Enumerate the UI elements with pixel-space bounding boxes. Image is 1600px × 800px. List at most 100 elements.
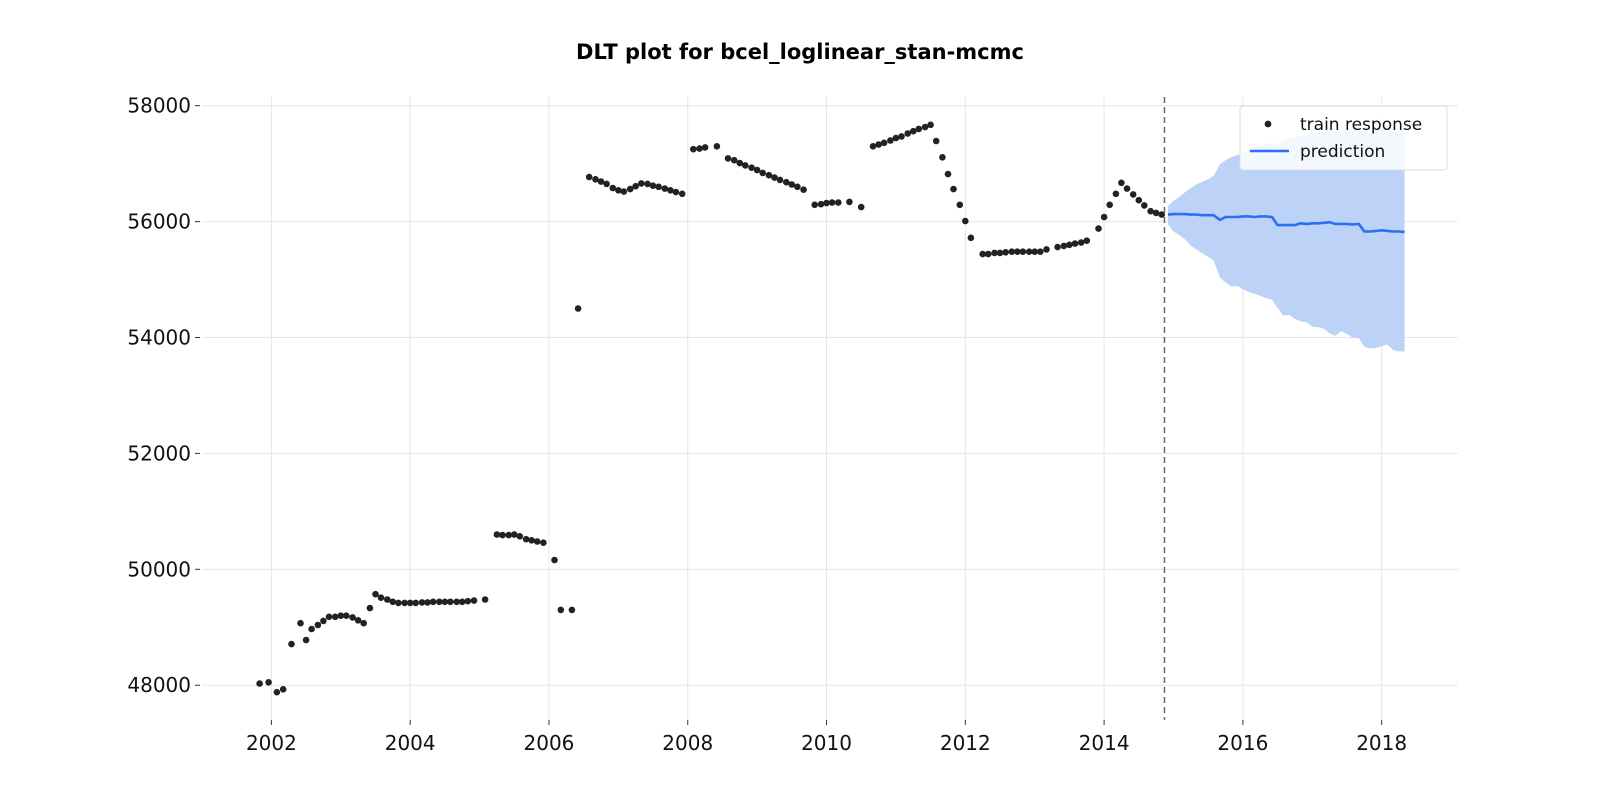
train-point — [499, 531, 506, 539]
train-point — [967, 234, 975, 242]
x-tick-label: 2002 — [246, 731, 297, 755]
train-point — [308, 625, 315, 633]
train-point — [730, 156, 738, 164]
train-point — [470, 597, 478, 604]
train-point — [436, 598, 443, 606]
train-point — [927, 121, 934, 129]
train-point — [314, 621, 322, 629]
train-point — [910, 127, 917, 135]
train-point — [996, 249, 1004, 257]
train-point — [690, 145, 697, 153]
train-point — [678, 190, 686, 198]
train-point — [748, 164, 755, 171]
train-point — [551, 556, 558, 564]
prediction-line — [1167, 212, 1405, 234]
prediction-band-layer — [1167, 129, 1405, 352]
axis-layer: 2002 2004 2006 2008 2010 2012 2014 2016 2018 4800… — [127, 94, 1407, 755]
train-point — [638, 180, 645, 187]
train-point — [557, 606, 565, 614]
legend-box — [1239, 105, 1448, 171]
train-point — [1077, 239, 1085, 246]
train-point — [585, 173, 593, 181]
train-point — [817, 200, 825, 208]
train-point — [736, 159, 744, 167]
train-point — [794, 183, 801, 191]
train-point — [1031, 248, 1038, 255]
train-point — [360, 619, 368, 627]
train-point — [887, 137, 894, 144]
train-point — [493, 531, 501, 538]
train-point — [1106, 201, 1113, 209]
train-point — [1095, 225, 1102, 232]
y-tick-label: 54000 — [127, 326, 191, 350]
train-point — [464, 597, 472, 605]
train-point — [366, 604, 374, 612]
prediction-line-layer — [1163, 97, 1405, 720]
train-point — [1054, 243, 1061, 251]
train-point — [1129, 191, 1137, 198]
legend-train-marker — [1264, 120, 1272, 128]
train-point — [869, 143, 877, 150]
y-tick-label: 50000 — [127, 557, 191, 581]
train-point — [265, 679, 272, 686]
x-tick-label: 2006 — [524, 731, 575, 755]
x-tick-label: 2018 — [1356, 731, 1407, 755]
train-point — [1066, 241, 1073, 249]
train-point — [574, 305, 582, 312]
train-point — [603, 180, 610, 188]
train-point — [759, 169, 766, 177]
train-point — [742, 162, 749, 169]
train-point — [1118, 179, 1125, 187]
train-point — [505, 531, 512, 539]
train-point — [441, 598, 449, 606]
train-point — [401, 599, 408, 607]
train-point — [1147, 207, 1154, 215]
train-point — [892, 134, 900, 142]
train-point — [540, 539, 547, 546]
train-point — [609, 184, 617, 192]
train-point — [620, 188, 628, 195]
train-point — [412, 599, 420, 607]
train-point — [783, 178, 790, 186]
train-point — [811, 201, 818, 209]
train-point — [568, 606, 576, 614]
x-tick-label: 2012 — [940, 731, 991, 755]
x-tick-label: 2016 — [1217, 731, 1268, 755]
train-point — [273, 688, 281, 696]
train-point — [950, 185, 957, 193]
train-point — [1083, 237, 1091, 244]
train-point — [1141, 202, 1148, 209]
train-point — [481, 596, 489, 603]
train-point — [991, 249, 998, 257]
train-point — [516, 533, 524, 540]
train-point — [1014, 248, 1021, 255]
train-point — [395, 599, 402, 607]
train-point — [1152, 209, 1160, 217]
train-point — [962, 217, 969, 225]
train-point — [1112, 190, 1120, 198]
train-point — [661, 185, 669, 192]
prediction-interval-band — [1167, 129, 1405, 352]
train-point — [880, 139, 888, 147]
train-point — [384, 596, 391, 603]
train-point — [256, 680, 263, 687]
train-point — [956, 201, 964, 209]
train-point — [1071, 240, 1079, 247]
train-point — [857, 203, 865, 211]
train-point — [406, 599, 414, 607]
train-point — [354, 617, 362, 624]
train-point — [372, 590, 379, 598]
train-point — [626, 185, 634, 193]
x-tick-label: 2008 — [662, 731, 713, 755]
train-point — [1002, 249, 1009, 256]
train-point — [1043, 246, 1050, 253]
train-point — [655, 183, 662, 191]
train-point — [302, 636, 310, 644]
chart-title: DLT plot for bcel_loglinear_stan-mcmc — [576, 40, 1024, 64]
train-point — [939, 154, 946, 161]
train-point — [1123, 185, 1131, 192]
train-point — [522, 535, 530, 543]
train-point — [1135, 196, 1143, 204]
train-point — [696, 145, 703, 152]
